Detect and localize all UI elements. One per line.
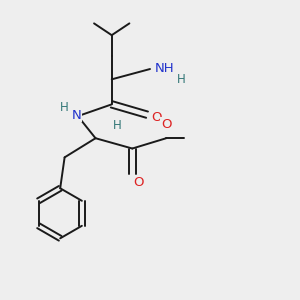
Text: H: H [60,101,69,114]
Text: O: O [152,110,162,124]
Text: N: N [72,109,82,122]
Text: H: H [113,119,122,132]
Text: H: H [176,73,185,85]
Text: NH: NH [154,61,174,75]
Text: O: O [161,118,171,131]
Text: O: O [133,176,143,189]
